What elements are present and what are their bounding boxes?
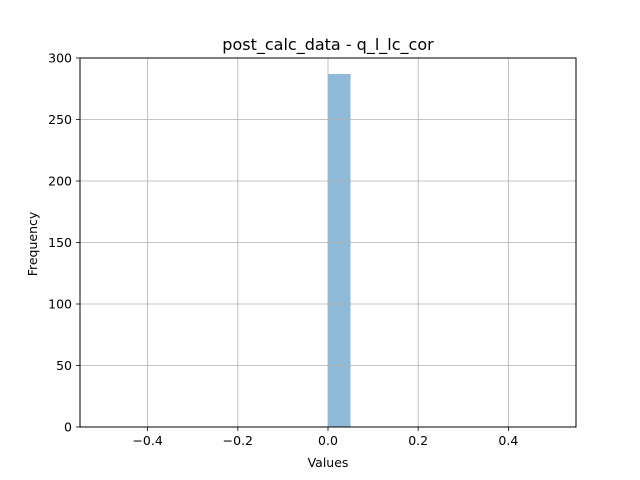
y-tick-label-3: 150 — [48, 235, 72, 250]
grid-lines — [80, 57, 576, 428]
x-tick-label-1: −0.2 — [223, 433, 253, 448]
chart-title: post_calc_data - q_l_lc_cor — [222, 35, 434, 55]
y-tick-label-1: 50 — [56, 358, 72, 373]
x-axis-label: Values — [308, 455, 349, 470]
x-tick-label-4: 0.4 — [498, 433, 518, 448]
x-tick-label-0: −0.4 — [132, 433, 162, 448]
x-axis-ticks: −0.4 −0.2 0.0 0.2 0.4 — [132, 427, 518, 448]
y-tick-label-2: 100 — [48, 297, 72, 312]
y-tick-label-4: 200 — [48, 174, 72, 189]
y-axis-label: Frequency — [25, 211, 40, 276]
x-tick-label-2: 0.0 — [318, 433, 338, 448]
y-tick-label-6: 300 — [48, 51, 72, 66]
y-tick-label-0: 0 — [64, 420, 72, 435]
y-tick-label-5: 250 — [48, 112, 72, 127]
y-axis-ticks: 0 50 100 150 200 250 300 — [48, 51, 80, 435]
x-tick-label-3: 0.2 — [408, 433, 428, 448]
bars — [328, 73, 351, 428]
histogram-bar-0 — [328, 73, 351, 428]
